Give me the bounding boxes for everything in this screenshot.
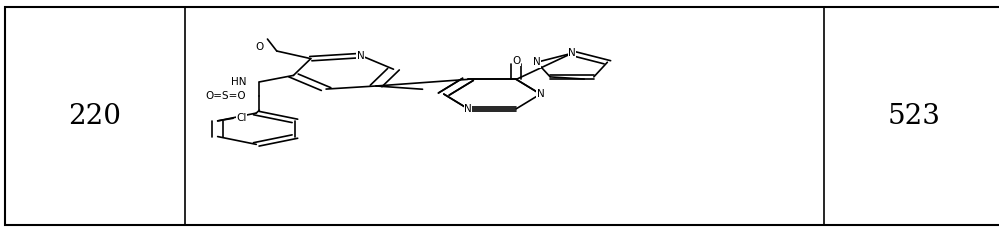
Text: N: N [465,104,472,114]
Text: N: N [568,48,575,58]
Text: O: O [512,56,520,66]
Text: HN: HN [232,77,247,87]
Text: N: N [532,57,540,67]
Text: O=S=O: O=S=O [205,91,246,101]
Text: N: N [536,89,544,99]
Text: 220: 220 [68,103,122,131]
Text: 523: 523 [888,103,940,131]
Text: N: N [357,51,365,61]
Text: Cl: Cl [236,113,247,123]
Text: O: O [256,42,264,52]
